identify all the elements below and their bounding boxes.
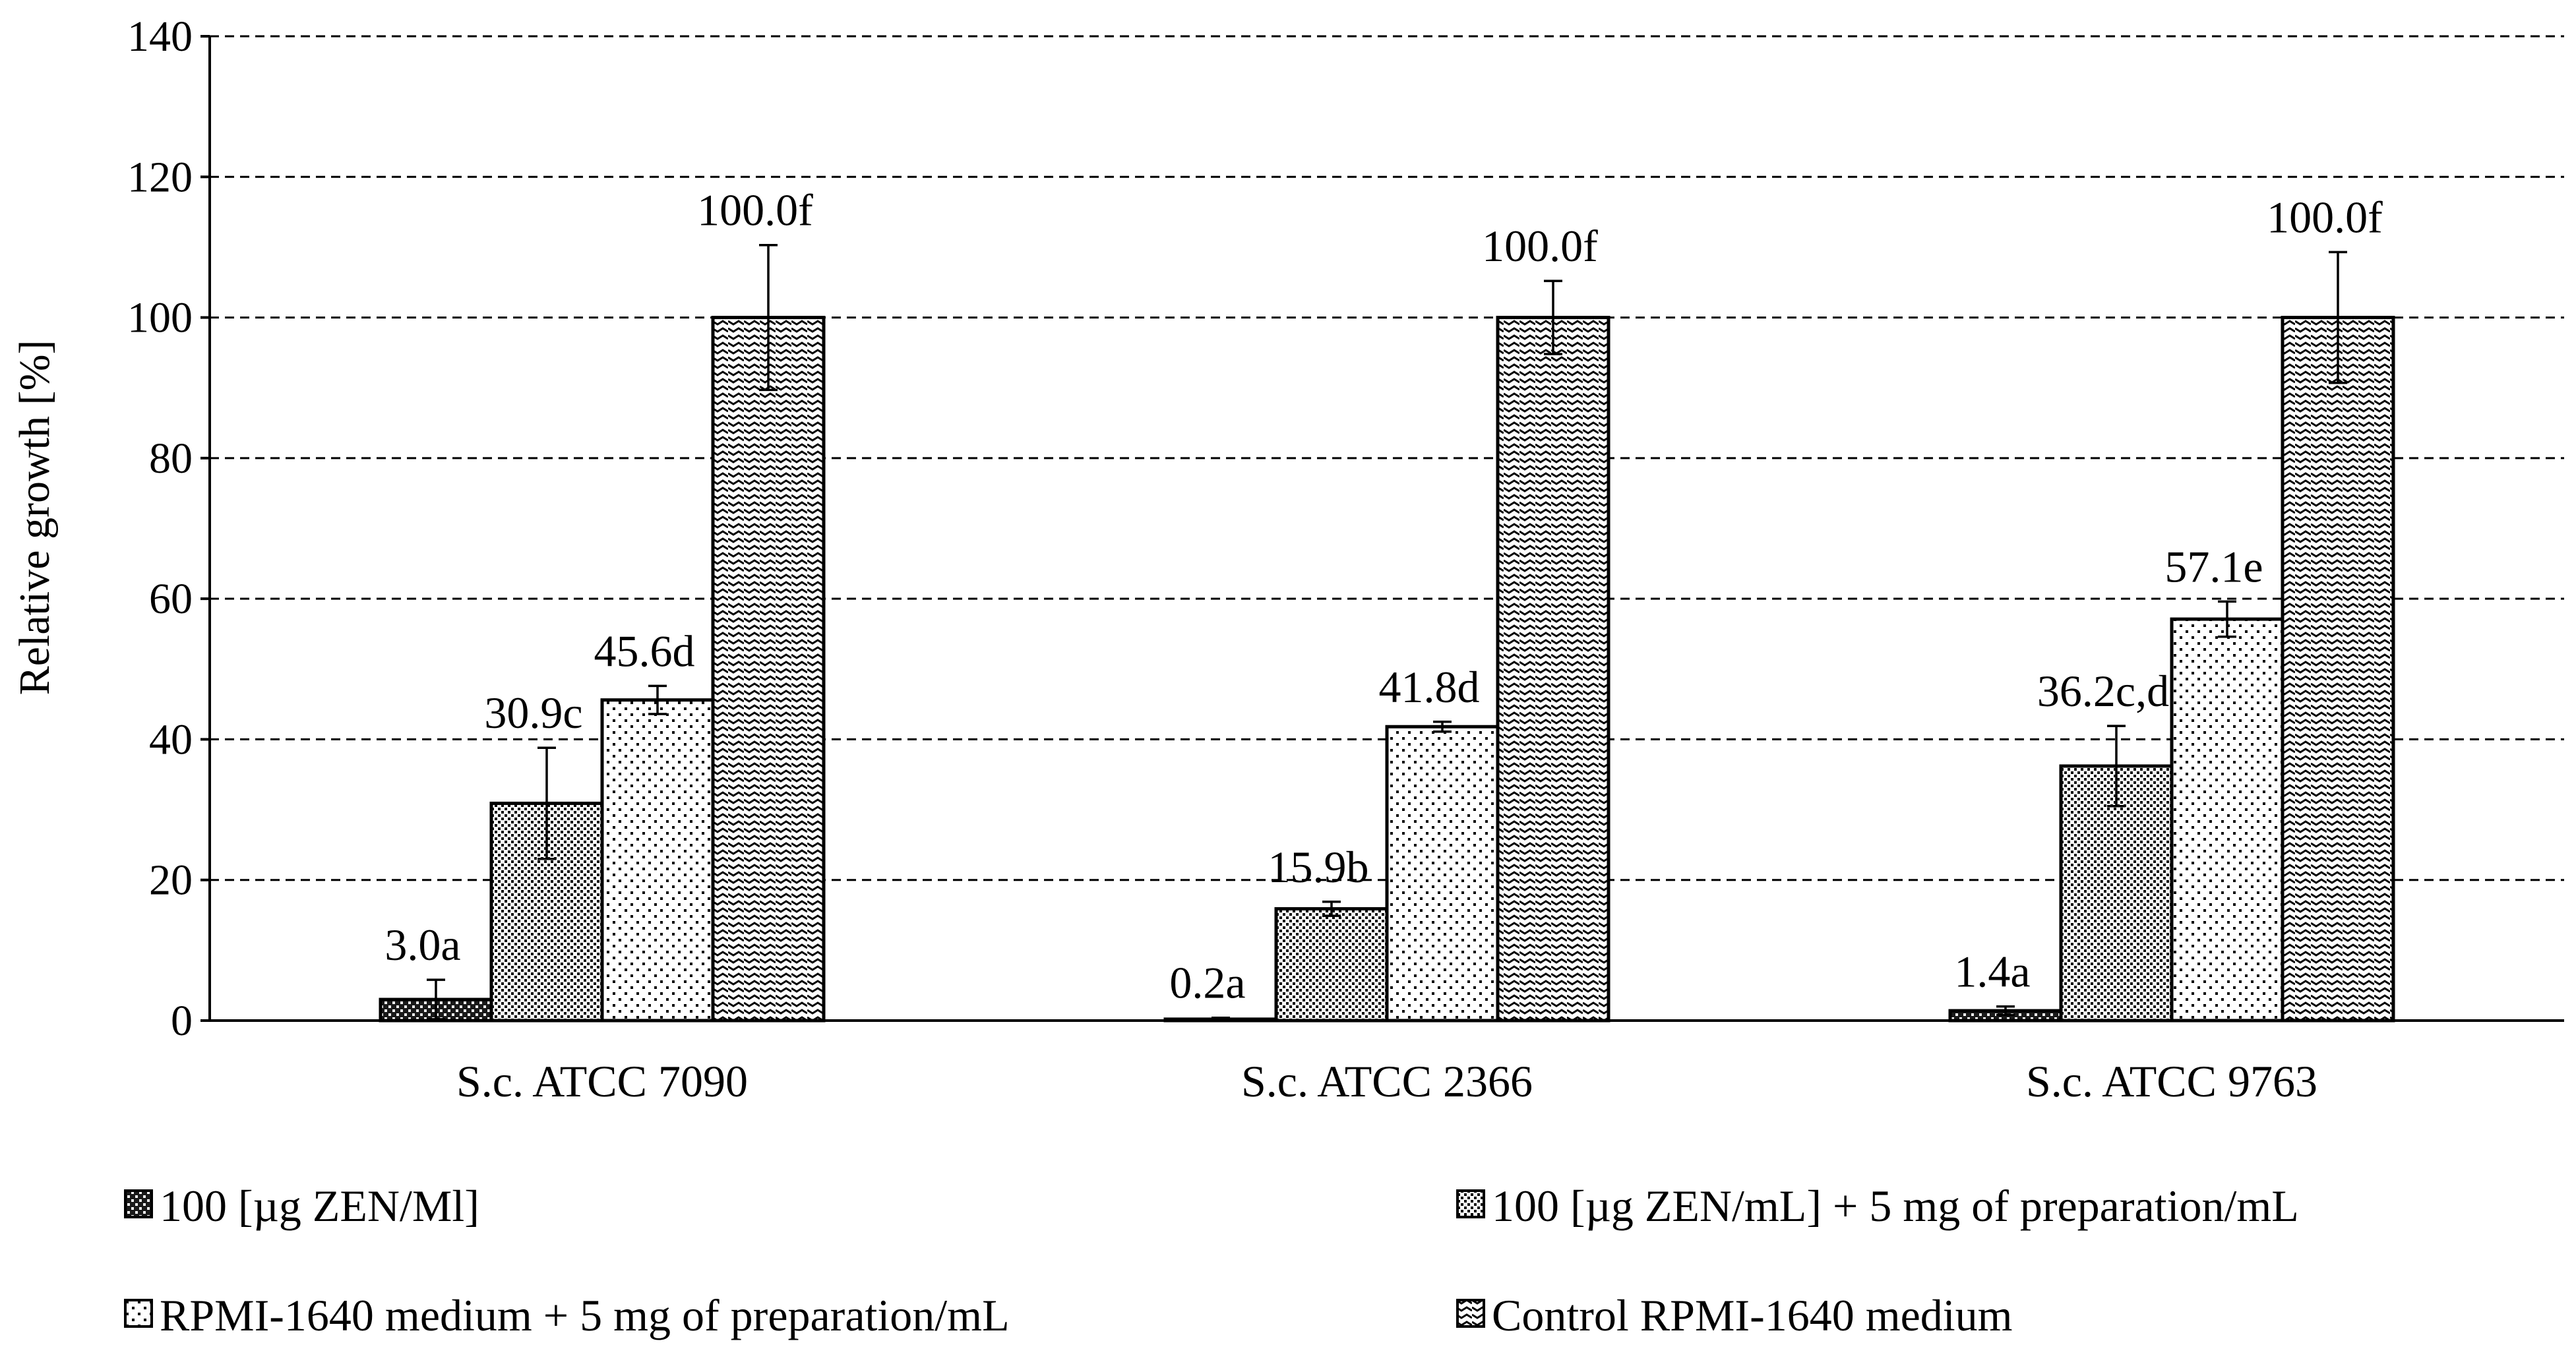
ytick-label-20: 20 bbox=[149, 856, 193, 905]
legend: 100 [µg ZEN/Ml] 100 [µg ZEN/mL] + 5 mg of… bbox=[124, 1181, 2299, 1340]
data-label-s2-c1: 41.8d bbox=[1379, 662, 1480, 712]
axes bbox=[208, 36, 2564, 1022]
bar-s3-c0 bbox=[711, 316, 826, 1023]
category-label-1: S.c. ATCC 2366 bbox=[1241, 1056, 1533, 1106]
bars bbox=[379, 316, 2395, 1023]
bar-s2-c1 bbox=[1385, 725, 1500, 1023]
ytick-label-120: 120 bbox=[127, 153, 193, 201]
bar-s2-c0 bbox=[600, 698, 715, 1023]
legend-label-1: 100 [µg ZEN/mL] + 5 mg of preparation/mL bbox=[1492, 1181, 2299, 1231]
bar-s3-c2 bbox=[2281, 316, 2395, 1023]
legend-label-2: RPMI-1640 medium + 5 mg of preparation/m… bbox=[160, 1290, 1010, 1340]
error-bars bbox=[427, 243, 2347, 1022]
data-label-s0-c2: 1.4a bbox=[1954, 947, 2030, 997]
data-label-s2-c0: 45.6d bbox=[594, 626, 695, 676]
data-label-s2-c2: 57.1e bbox=[2164, 541, 2263, 591]
ytick-label-140: 140 bbox=[127, 13, 193, 61]
bar-s2-c2 bbox=[2170, 617, 2285, 1023]
y-axis-title: Relative growth [%] bbox=[11, 340, 59, 696]
data-label-s1-c1: 15.9b bbox=[1268, 842, 1369, 892]
category-label-0: S.c. ATCC 7090 bbox=[456, 1056, 748, 1106]
data-label-s0-c0: 3.0a bbox=[384, 920, 460, 970]
data-label-s3-c0: 100.0f bbox=[697, 185, 813, 235]
legend-swatch-1 bbox=[1456, 1189, 1485, 1218]
data-label-s3-c1: 100.0f bbox=[1482, 221, 1598, 271]
ytick-label-60: 60 bbox=[149, 575, 193, 623]
data-label-s0-c1: 0.2a bbox=[1169, 958, 1245, 1008]
legend-swatch-3 bbox=[1456, 1299, 1485, 1328]
data-label-s1-c0: 30.9c bbox=[484, 688, 582, 738]
legend-label-0: 100 [µg ZEN/Ml] bbox=[160, 1181, 479, 1231]
ytick-label-40: 40 bbox=[149, 715, 193, 763]
ytick-label-80: 80 bbox=[149, 434, 193, 483]
ytick-label-100: 100 bbox=[127, 294, 193, 342]
x-axis-categories: S.c. ATCC 7090 S.c. ATCC 2366 S.c. ATCC 97… bbox=[456, 1056, 2317, 1106]
bar-s3-c1 bbox=[1496, 316, 1610, 1023]
legend-label-3: Control RPMI-1640 medium bbox=[1492, 1290, 2013, 1340]
legend-swatch-2 bbox=[124, 1299, 153, 1328]
bar-s1-c1 bbox=[1274, 907, 1389, 1023]
ytick-label-0: 0 bbox=[171, 997, 193, 1045]
data-label-s3-c2: 100.0f bbox=[2267, 192, 2383, 242]
bar-s1-c2 bbox=[2059, 764, 2174, 1023]
data-label-s1-c2: 36.2c,d bbox=[2037, 666, 2169, 716]
legend-swatch-0 bbox=[124, 1189, 153, 1218]
y-axis-ticks: 0 20 40 60 80 100 120 140 bbox=[127, 13, 210, 1045]
category-label-2: S.c. ATCC 9763 bbox=[2026, 1056, 2317, 1106]
